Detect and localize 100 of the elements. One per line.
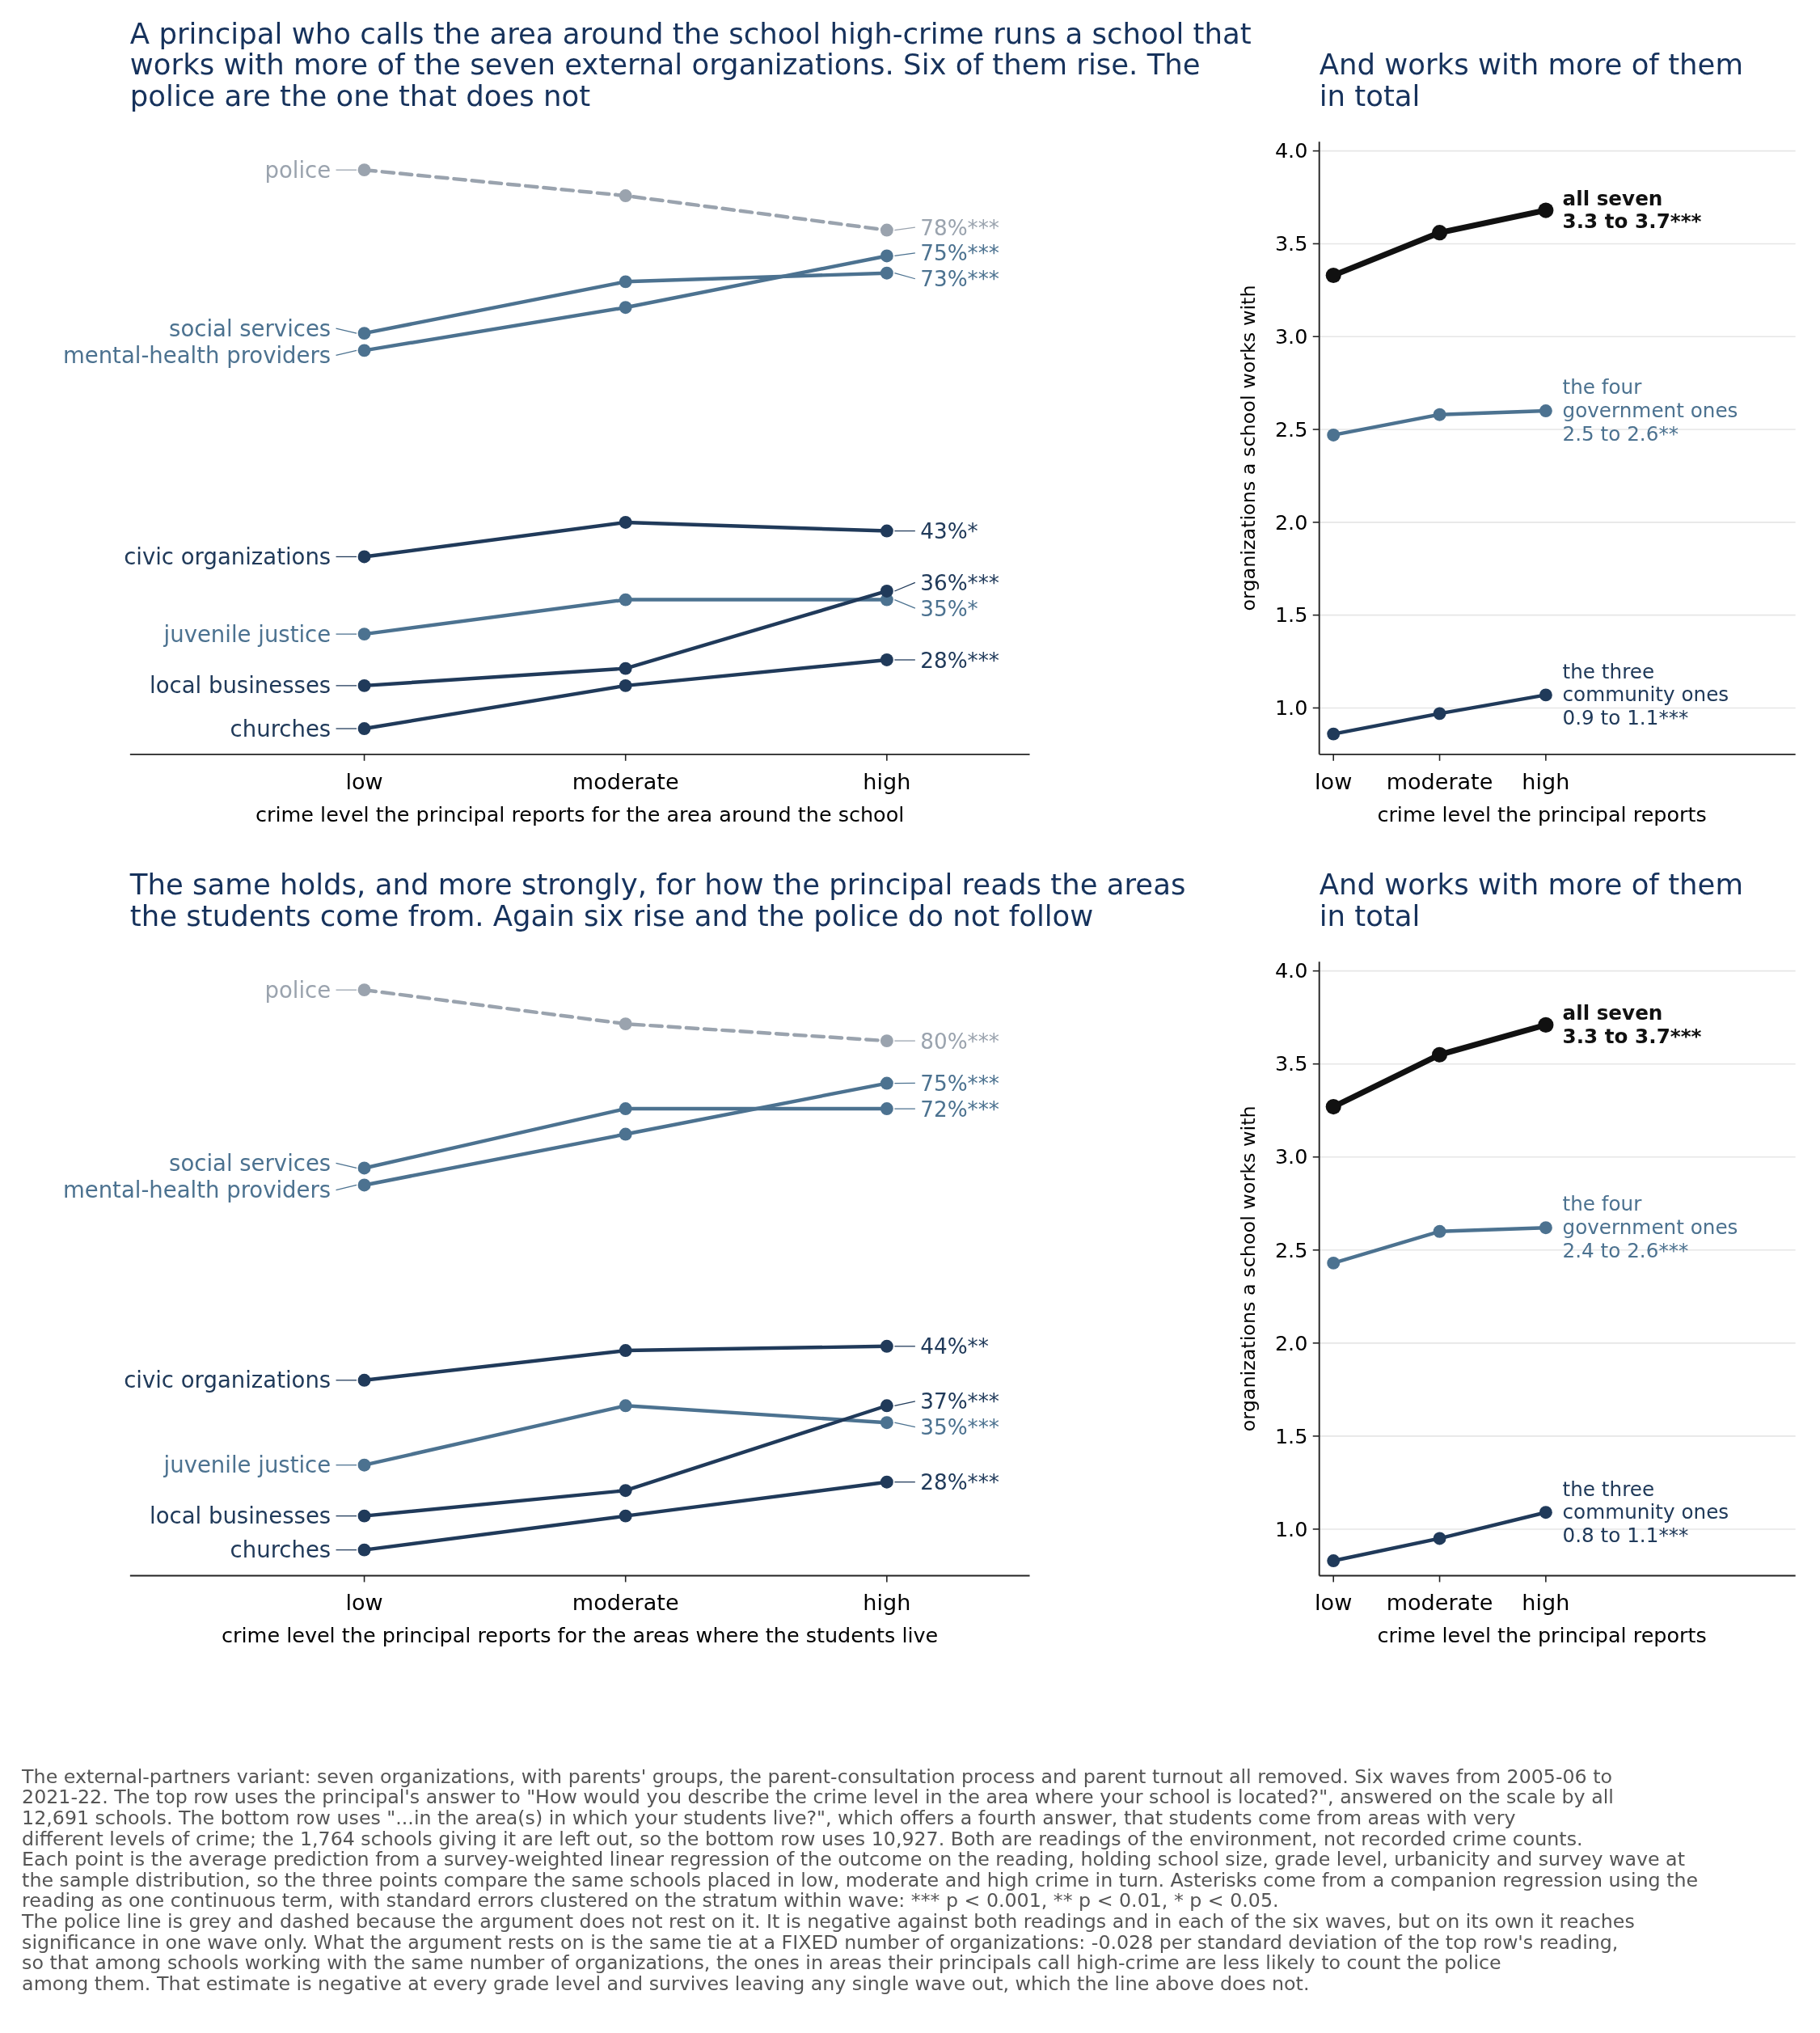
series-label: all seven 3.3 to 3.7*** — [1562, 186, 1702, 234]
point — [619, 1484, 632, 1498]
point — [357, 628, 371, 641]
point — [357, 722, 371, 735]
x-tick-label: low — [345, 1590, 383, 1616]
series-label: the four government ones 2.5 to 2.6** — [1562, 375, 1738, 446]
data-label: 80%*** — [920, 1029, 999, 1054]
y-tick-label: 4.0 — [1274, 958, 1308, 983]
point — [1431, 225, 1448, 241]
point — [880, 223, 893, 237]
point — [619, 1102, 632, 1116]
point — [880, 653, 893, 666]
chart-title: And works with more of them in total — [1319, 48, 1743, 112]
point — [357, 983, 371, 997]
legend-label: local businesses — [150, 1503, 331, 1529]
y-tick-label: 3.5 — [1274, 231, 1308, 256]
legend-label: juvenile justice — [163, 1452, 331, 1478]
legend-label: police — [264, 156, 331, 183]
legend-label: civic organizations — [124, 1367, 331, 1393]
point — [880, 1076, 893, 1090]
legend-label: local businesses — [150, 672, 331, 699]
point — [1539, 1506, 1552, 1519]
point — [1325, 1099, 1341, 1115]
point — [357, 344, 371, 357]
text: The external-partners variant: seven organizations, with parents' groups, the parent-consultation process and parent turnout all removed. Six waves from 2005-06 to — [21, 1765, 1612, 1788]
point — [1538, 1016, 1554, 1033]
y-tick-label: 1.0 — [1274, 695, 1308, 721]
point — [357, 163, 371, 177]
point — [880, 1416, 893, 1430]
point — [880, 1102, 893, 1116]
chart-title: And works with more of them in total — [1319, 868, 1743, 932]
point — [1327, 1256, 1341, 1270]
x-tick-label: high — [863, 1590, 911, 1616]
data-label: 73%*** — [920, 267, 999, 292]
point — [619, 1017, 632, 1031]
point — [357, 1178, 371, 1192]
point — [357, 550, 371, 564]
point — [880, 249, 893, 263]
y-tick-label: 3.5 — [1274, 1051, 1308, 1076]
y-tick-label: 2.5 — [1274, 416, 1308, 442]
point — [1327, 727, 1341, 741]
data-label: 75%*** — [920, 1071, 999, 1096]
legend-label: churches — [230, 1536, 331, 1563]
x-tick-label: moderate — [572, 1590, 679, 1616]
point — [619, 1344, 632, 1358]
data-label: 72%*** — [920, 1097, 999, 1122]
x-tick-label: high — [863, 768, 911, 794]
data-label: 44%** — [920, 1334, 989, 1359]
point — [880, 1034, 893, 1048]
x-axis-title: crime level the principal reports for the areas where the students live — [222, 1623, 939, 1648]
data-label: 28%*** — [920, 1470, 999, 1495]
y-axis-title: organizations a school works with — [1237, 1105, 1260, 1432]
point — [619, 1509, 632, 1523]
point — [619, 275, 632, 289]
x-tick-label: moderate — [572, 768, 679, 794]
legend-label: mental-health providers — [62, 1177, 331, 1203]
data-label: 75%*** — [920, 241, 999, 266]
point — [619, 515, 632, 529]
chart-title: A principal who calls the area around the school high-crime runs a school that works with more of the seven external organizations. Six of them rise. The police are the one that does not — [129, 17, 1252, 112]
legend-label: mental-health providers — [62, 342, 331, 368]
series-label: the three community ones 0.8 to 1.1*** — [1562, 1477, 1729, 1547]
point — [619, 593, 632, 607]
y-tick-label: 1.5 — [1274, 602, 1308, 628]
point — [357, 327, 371, 340]
series-label: the four government ones 2.4 to 2.6*** — [1562, 1192, 1738, 1262]
legend-label: social services — [169, 1149, 331, 1176]
legend-label: juvenile justice — [163, 620, 331, 647]
x-tick-label: high — [1522, 1590, 1570, 1616]
text: among them. That estimate is negative at every grade level and survives leaving any single wave out, which the line above does not. — [22, 1972, 1310, 1996]
series-label: all seven 3.3 to 3.7*** — [1562, 1001, 1702, 1048]
data-label: 36%*** — [920, 570, 999, 595]
y-tick-label: 3.0 — [1274, 323, 1308, 349]
point — [880, 524, 893, 538]
x-axis-title: crime level the principal reports for the area around the school — [255, 801, 905, 826]
point — [1539, 404, 1552, 418]
legend-label: police — [264, 976, 331, 1003]
point — [880, 266, 893, 280]
x-tick-label: moderate — [1386, 768, 1493, 794]
point — [1433, 707, 1446, 721]
point — [1431, 1046, 1448, 1063]
point — [619, 661, 632, 675]
legend-label: civic organizations — [124, 543, 331, 569]
point — [1327, 428, 1341, 442]
point — [1539, 688, 1552, 702]
y-tick-label: 1.0 — [1274, 1516, 1308, 1541]
chart-title: The same holds, and more strongly, for how the principal reads the areas the students come from. Again six rise and the police do not follow — [129, 868, 1186, 932]
data-label: 37%*** — [920, 1389, 999, 1414]
point — [357, 1161, 371, 1175]
point — [357, 1509, 371, 1523]
legend-label: social services — [169, 315, 331, 341]
point — [357, 1373, 371, 1387]
data-label: 35%*** — [920, 1415, 999, 1440]
point — [1325, 267, 1341, 284]
point — [880, 1399, 893, 1413]
point — [619, 189, 632, 203]
point — [1538, 202, 1554, 218]
y-axis-title: organizations a school works with — [1237, 285, 1260, 611]
y-tick-label: 2.5 — [1274, 1237, 1308, 1262]
point — [1433, 1224, 1446, 1238]
text: The police line is grey and dashed because the argument does not rest on it. It is negative against both readings and in each of the six waves, but on its own it reaches — [21, 1910, 1635, 1934]
